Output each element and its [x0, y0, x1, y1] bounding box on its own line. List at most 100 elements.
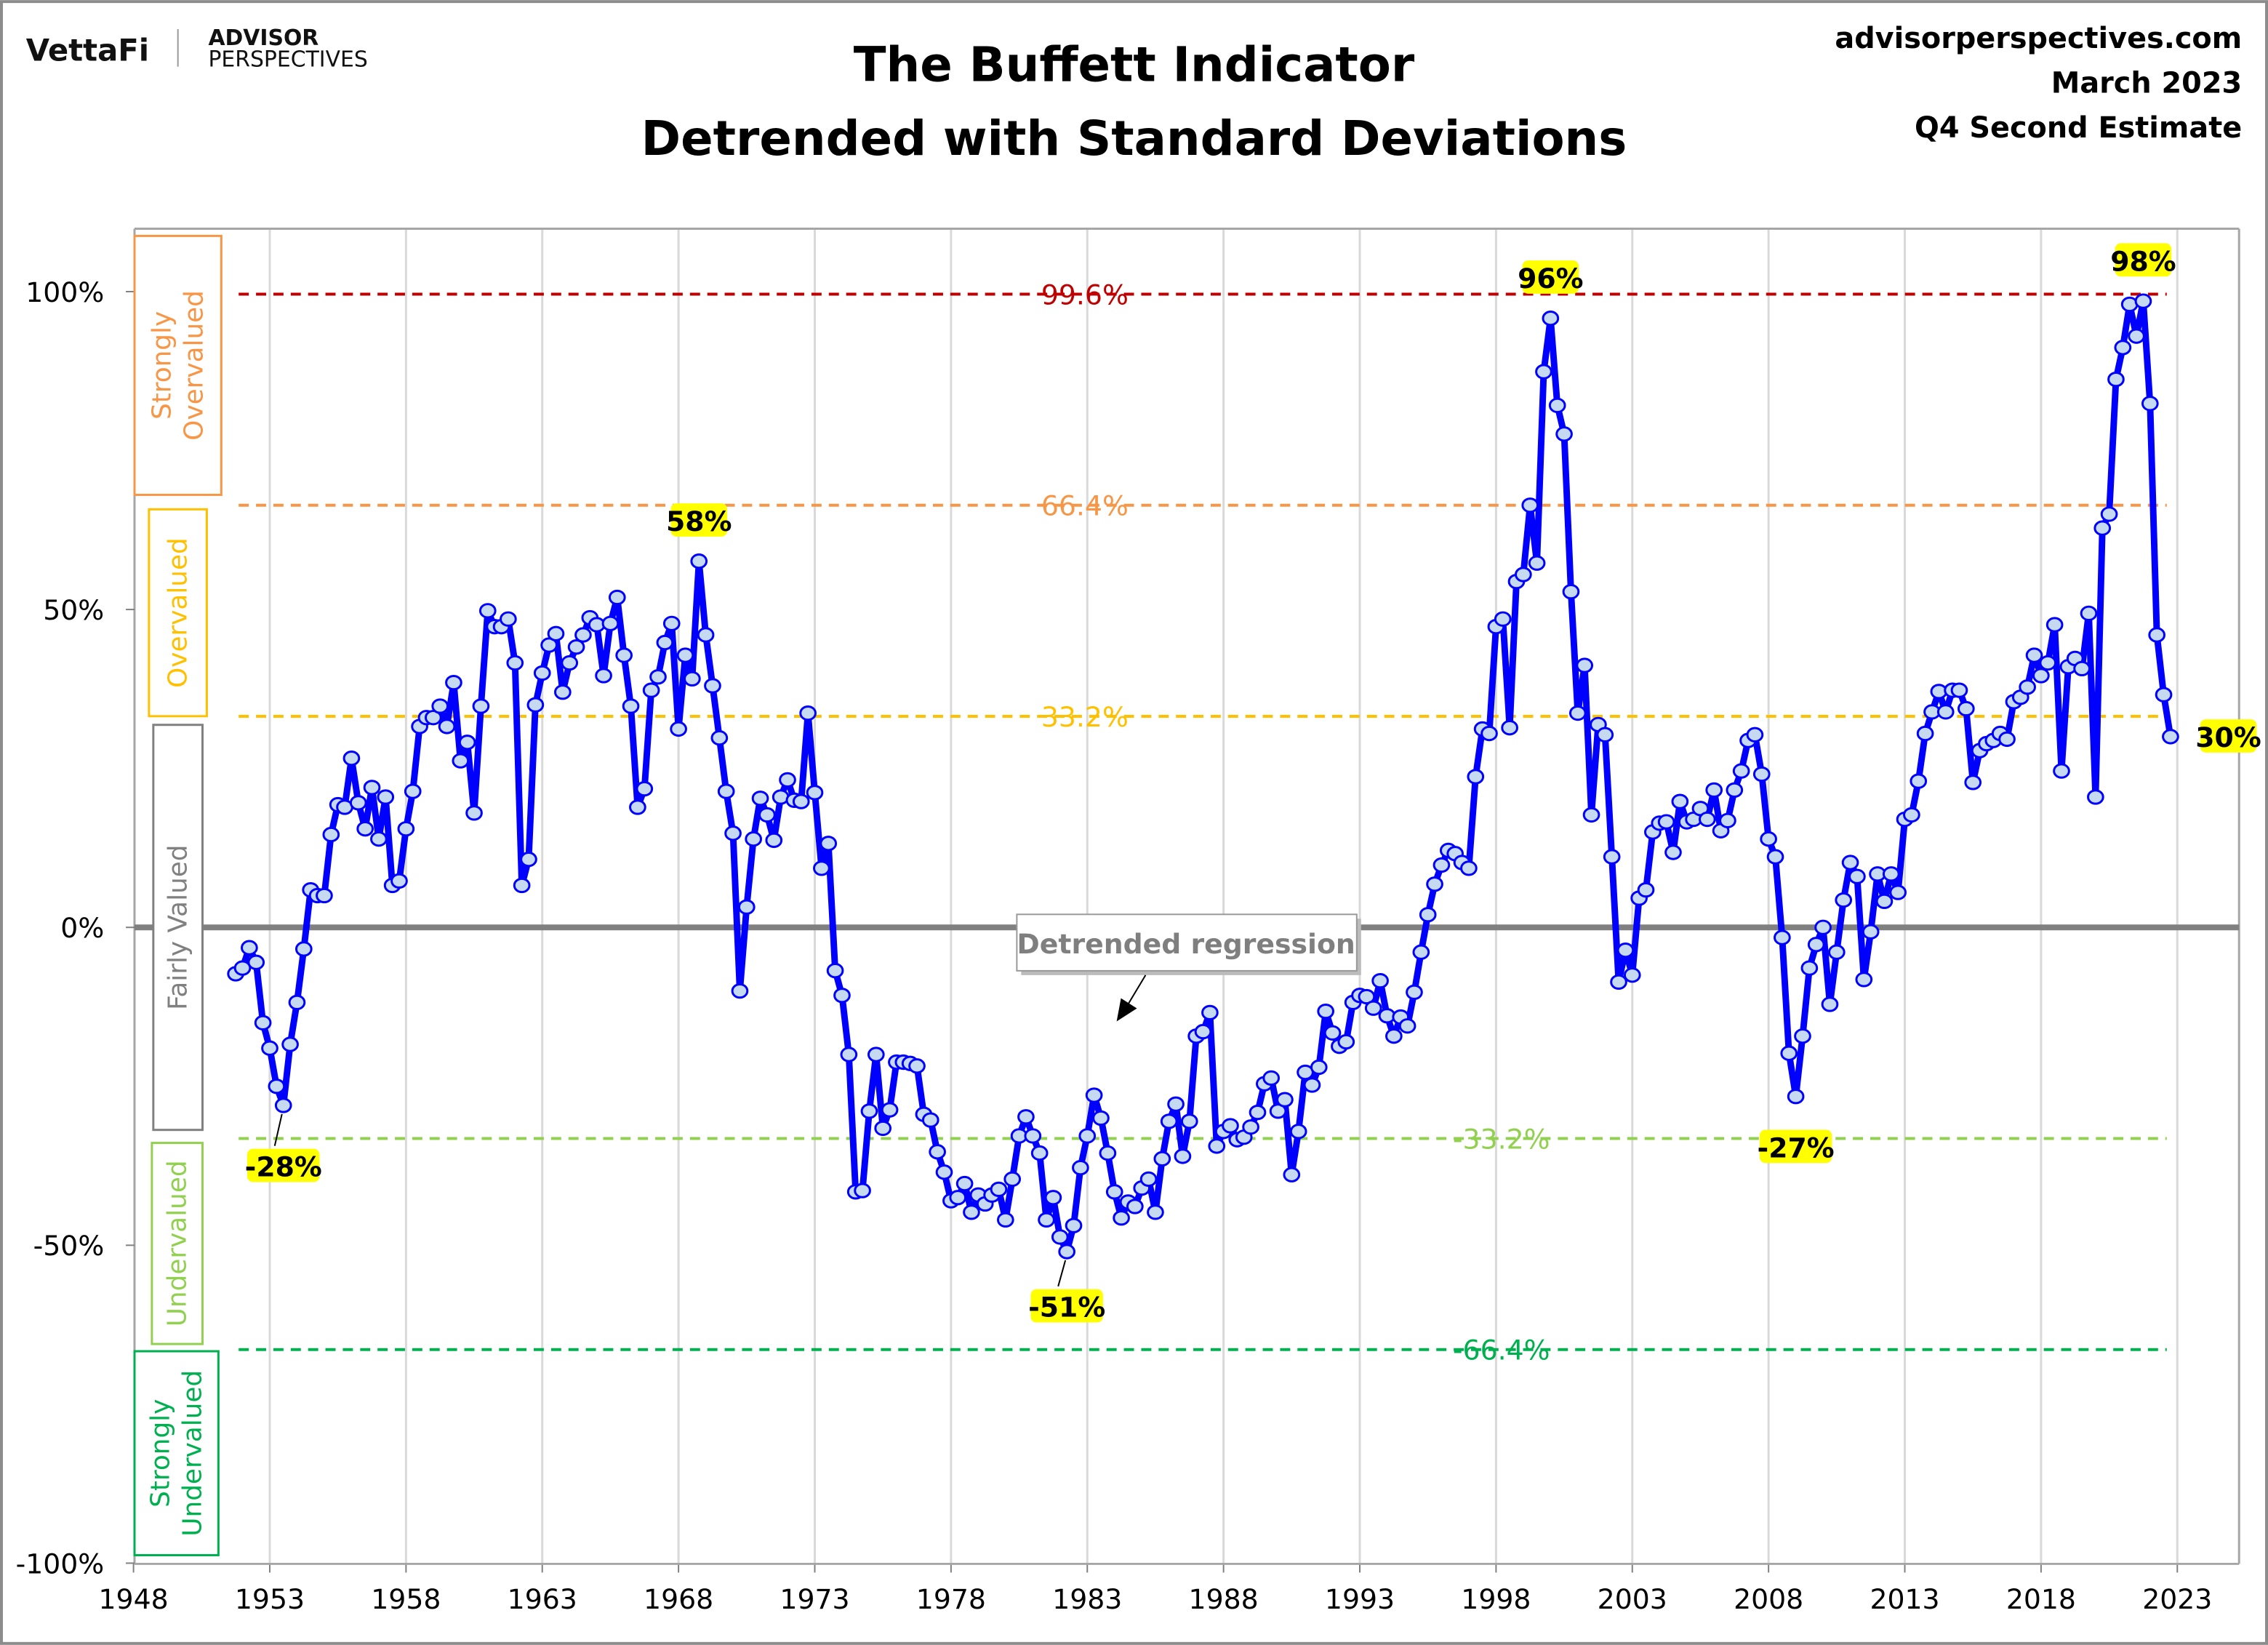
std-line-label: -33.2%	[1453, 1123, 1550, 1155]
data-point	[404, 783, 422, 799]
data-point	[554, 684, 572, 700]
data-point	[676, 647, 694, 663]
zone-label: Overvalued	[164, 537, 193, 688]
data-point	[806, 785, 824, 801]
data-point	[629, 799, 646, 815]
data-point	[949, 1190, 967, 1206]
callout--51%: -51%	[1028, 1260, 1105, 1324]
data-point	[2032, 668, 2050, 684]
data-point	[2107, 371, 2125, 388]
data-point	[595, 668, 612, 684]
data-point	[316, 887, 333, 904]
site-label: advisorperspectives.com	[1835, 22, 2242, 55]
data-point	[1780, 1045, 1798, 1061]
data-point	[506, 655, 524, 671]
data-point	[520, 852, 537, 868]
data-point	[751, 791, 769, 807]
data-point	[1038, 1212, 1055, 1228]
std-line-label: 99.6%	[1041, 279, 1129, 311]
callout-30%: 30%	[2195, 719, 2261, 753]
data-point	[929, 1144, 946, 1160]
data-point	[1515, 567, 1532, 583]
zone-strongly-overvalued: Strongly Overvalued	[133, 234, 223, 496]
data-point	[1950, 682, 1968, 698]
data-point	[445, 674, 462, 691]
data-point	[1078, 1128, 1097, 1144]
annotation-text: Detrended regression	[1017, 928, 1355, 960]
data-point	[1596, 727, 1614, 743]
data-point	[1752, 766, 1771, 783]
zone-box	[133, 1350, 220, 1557]
data-point	[1521, 497, 1539, 513]
data-point	[561, 655, 579, 671]
data-point	[247, 954, 265, 970]
callout-label: -27%	[1758, 1132, 1835, 1164]
data-point	[1623, 967, 1641, 983]
data-point	[1855, 972, 1873, 988]
data-point	[533, 665, 551, 681]
data-point	[1882, 866, 1900, 882]
data-point	[397, 821, 415, 837]
data-point	[1936, 704, 1955, 720]
data-point	[1848, 868, 1866, 884]
data-point	[1774, 929, 1791, 945]
data-point	[1398, 1018, 1417, 1034]
data-point	[1051, 1229, 1069, 1245]
data-point	[1821, 996, 1839, 1012]
data-point	[1766, 849, 1784, 865]
data-point	[2019, 679, 2036, 695]
data-point	[1222, 1118, 1239, 1134]
std-line-label: 66.4%	[1041, 490, 1129, 522]
std-line-label: 33.2%	[1041, 701, 1129, 733]
data-point	[996, 1212, 1014, 1228]
data-point	[288, 994, 306, 1011]
callout-highlight	[1759, 1129, 1832, 1164]
data-point	[500, 611, 517, 627]
annotation-arrowhead-icon	[1116, 998, 1137, 1022]
data-point	[438, 719, 456, 735]
zone-overvalued: Overvalued	[148, 508, 208, 718]
annotation-box	[1016, 913, 1358, 972]
data-point	[1412, 944, 1430, 960]
data-point	[813, 860, 830, 876]
callout-96%: 96%	[1518, 260, 1584, 295]
zone-label: Undervalued	[177, 1370, 207, 1537]
data-point	[874, 1120, 892, 1137]
data-point	[1058, 1244, 1075, 1260]
data-point	[1092, 1110, 1110, 1126]
data-point	[1208, 1138, 1226, 1154]
data-point	[881, 1102, 899, 1118]
data-point	[513, 877, 531, 894]
data-point	[601, 615, 620, 631]
data-point	[1160, 1113, 1178, 1129]
data-point	[2162, 729, 2179, 745]
data-point	[1303, 1077, 1321, 1093]
data-point	[1889, 884, 1907, 900]
data-point	[826, 963, 844, 979]
data-point	[1317, 1003, 1334, 1020]
data-point	[745, 831, 763, 847]
x-tick-label: 1988	[1189, 1583, 1259, 1615]
data-point	[622, 698, 640, 714]
data-point	[1480, 725, 1498, 742]
data-point	[281, 1036, 299, 1052]
data-point	[717, 783, 735, 799]
data-point	[860, 1103, 878, 1119]
data-point	[261, 1040, 279, 1056]
callout-98%: 98%	[2110, 243, 2176, 277]
callout-highlight	[247, 1148, 320, 1182]
data-point	[1003, 1171, 1022, 1188]
callout--28%: -28%	[245, 1113, 322, 1182]
date-label: March 2023	[2051, 66, 2242, 100]
data-point	[390, 873, 408, 889]
data-point	[840, 1046, 858, 1062]
data-point	[1113, 1210, 1130, 1226]
callout-label: -51%	[1028, 1292, 1105, 1324]
data-point	[2128, 328, 2145, 344]
data-point	[2080, 605, 2098, 621]
data-point	[547, 625, 565, 641]
x-tick-label: 1978	[916, 1583, 986, 1615]
data-point	[1044, 1190, 1062, 1206]
data-point	[1283, 1166, 1301, 1182]
